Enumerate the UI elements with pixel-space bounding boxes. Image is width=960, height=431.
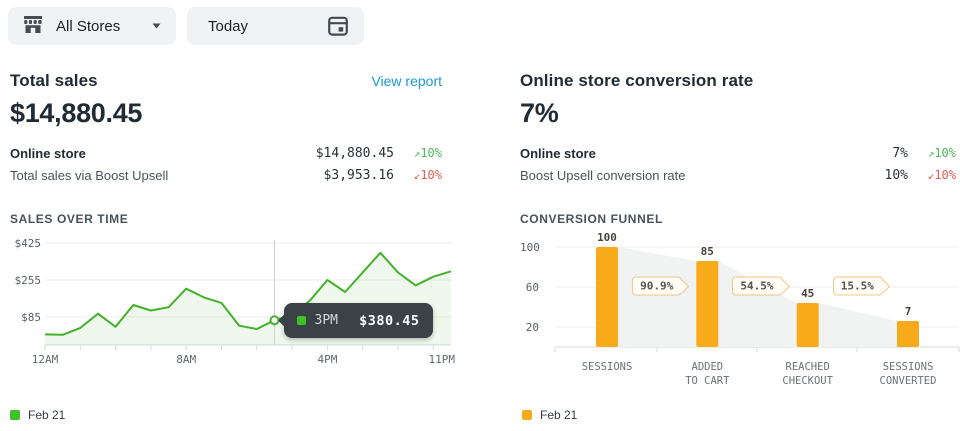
topbar: All Stores Today — [0, 0, 960, 45]
bar-value-label: 7 — [905, 305, 912, 318]
funnel-category-label: SESSIONS CONVERTED — [879, 361, 937, 387]
conversion-rate-badge: 15.5% — [832, 276, 883, 296]
chevron-down-icon — [152, 23, 161, 29]
x-axis-label: 12AM — [31, 353, 59, 366]
dashboard-panels: Total sales View report $14,880.45 Onlin… — [0, 45, 960, 424]
tooltip-value: $380.45 — [359, 312, 420, 329]
funnel-bar[interactable] — [596, 247, 618, 347]
delta-badge: ↙10% — [927, 168, 956, 182]
delta-badge: ↗10% — [413, 146, 442, 160]
metric-value: $14,880.45 — [315, 145, 394, 161]
delta-badge: ↙10% — [413, 168, 442, 182]
sales-legend: Feb 21 — [10, 408, 65, 422]
sales-line-series — [44, 251, 452, 336]
legend-swatch-green — [10, 410, 20, 420]
legend-label: Feb 21 — [28, 408, 66, 422]
x-axis-label: 8AM — [176, 353, 197, 366]
funnel-legend: Feb 21 — [522, 408, 577, 422]
sales-over-time-heading: SALES OVER TIME — [10, 212, 129, 226]
trend-arrow-icon: ↙ — [413, 169, 421, 182]
tooltip-series-swatch — [296, 316, 306, 325]
total-sales-title: Total sales — [10, 71, 98, 90]
metric-value: 7% — [892, 145, 908, 161]
total-sales-breakdown: Online store $14,880.45 ↗10% Total sales… — [10, 142, 442, 186]
y-axis-label: 20 — [525, 321, 539, 334]
bar-value-label: 85 — [701, 245, 714, 258]
metric-row-boost-upsell: Boost Upsell conversion rate 10% ↙10% — [520, 167, 956, 183]
storefront-icon — [23, 15, 43, 37]
trend-arrow-icon: ↗ — [413, 147, 421, 160]
bar-value-label: 100 — [597, 231, 617, 244]
conversion-funnel-heading: CONVERSION FUNNEL — [520, 212, 663, 226]
total-sales-panel: Total sales View report $14,880.45 Onlin… — [0, 45, 480, 424]
metric-value: 10% — [884, 167, 908, 183]
bar-value-label: 45 — [801, 287, 814, 300]
y-axis-label: $425 — [14, 237, 42, 251]
metric-row-online-store: Online store 7% ↗10% — [520, 145, 956, 161]
conversion-rate-panel: Online store conversion rate 7% Online s… — [480, 45, 960, 424]
chart-tooltip: 3PM $380.45 — [283, 303, 433, 338]
conversion-funnel-chart[interactable]: 100 60 20 100 85 45 7 90.9% 54.5% 15.5% SESSION… — [520, 231, 960, 387]
funnel-category-label: SESSIONS — [581, 361, 633, 373]
tooltip-time: 3PM — [314, 313, 338, 328]
funnel-background-shape — [618, 247, 919, 347]
metric-row-boost-upsell: Total sales via Boost Upsell $3,953.16 ↙… — [10, 167, 442, 183]
date-range-button[interactable]: Today — [187, 7, 364, 45]
conversion-breakdown: Online store 7% ↗10% Boost Upsell conver… — [520, 142, 956, 186]
funnel-bar[interactable] — [696, 261, 719, 347]
date-range-label: Today — [208, 17, 249, 35]
y-axis-label: 100 — [520, 241, 540, 254]
y-axis-label: 60 — [525, 281, 539, 294]
y-axis-label: $85 — [21, 311, 41, 324]
x-axis-label: 11PM — [428, 353, 455, 366]
delta-badge: ↗10% — [927, 146, 956, 160]
metric-row-online-store: Online store $14,880.45 ↗10% — [10, 145, 442, 161]
conversion-rate-value: 7% — [520, 98, 559, 128]
conversion-rate-badge: 54.5% — [732, 276, 783, 296]
store-selector-button[interactable]: All Stores — [8, 7, 176, 45]
legend-swatch-orange — [522, 410, 532, 420]
funnel-bars: 100 85 45 7 — [596, 231, 919, 347]
metric-value: $3,953.16 — [323, 167, 394, 183]
trend-arrow-icon: ↗ — [927, 147, 935, 160]
x-axis-label: 4PM — [317, 353, 338, 366]
view-report-link[interactable]: View report — [371, 73, 442, 89]
calendar-icon — [327, 15, 349, 37]
conversion-rate-title: Online store conversion rate — [520, 71, 754, 90]
funnel-category-label: REACHED CHECKOUT — [782, 361, 833, 387]
funnel-category-label: ADDED TO CART — [685, 361, 730, 387]
store-selector-label: All Stores — [56, 17, 121, 35]
funnel-bar[interactable] — [897, 321, 919, 347]
legend-label: Feb 21 — [540, 408, 578, 422]
trend-arrow-icon: ↙ — [927, 169, 935, 182]
funnel-bar[interactable] — [796, 303, 819, 347]
y-axis-label: $255 — [14, 274, 42, 287]
conversion-rate-badge: 90.9% — [632, 276, 683, 296]
sales-line-chart[interactable]: $425 $255 $85 12AM 8AM 4PM 11PM 3PM $380.45 — [10, 235, 455, 385]
total-sales-value: $14,880.45 — [10, 98, 143, 128]
